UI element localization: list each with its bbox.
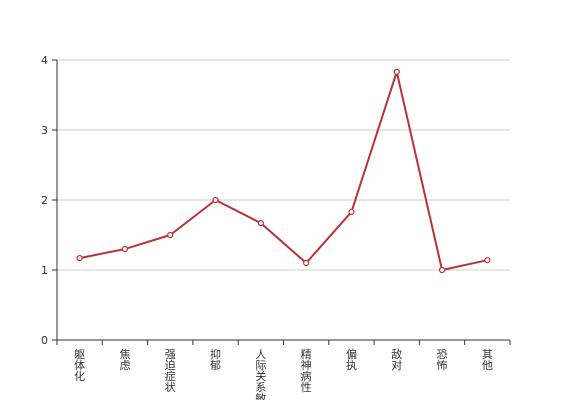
x-tick-label: 偏执: [346, 347, 357, 372]
data-point: [484, 257, 491, 264]
y-tick-label: 3: [41, 124, 48, 137]
series: [76, 68, 491, 274]
data-point: [348, 208, 355, 215]
data-point: [257, 220, 264, 227]
grid-lines: [57, 59, 510, 271]
y-tick-label: 4: [41, 54, 48, 67]
x-tick-label: 强迫症状: [165, 348, 176, 394]
data-point: [303, 259, 310, 267]
x-tick-label: 敌对: [391, 347, 402, 372]
data-point: [167, 231, 174, 239]
y-tick-label: 0: [41, 334, 48, 347]
data-point: [121, 245, 129, 253]
x-tick-label: 焦虑: [119, 348, 130, 372]
x-tick-labels: 躯体化 焦虑 强迫症状 抑郁 人际关系敏感 精神病性 偏执 敌对 恐怖 其他: [74, 347, 493, 400]
x-tick-label: 其他: [482, 348, 493, 372]
y-tick-label: 1: [41, 264, 48, 277]
y-tick-labels: 0 1 2 3 4: [41, 54, 48, 347]
x-tick-label: 精神病性: [301, 348, 312, 394]
x-tick-label: 抑郁: [210, 347, 221, 372]
data-point: [212, 196, 219, 204]
x-tick-label: 人际关系敏感: [255, 348, 266, 400]
x-tick-label: 躯体化: [74, 348, 85, 383]
y-tick-label: 2: [41, 194, 48, 207]
x-tick-label: 恐怖: [437, 348, 448, 372]
data-point: [76, 255, 83, 262]
data-point: [393, 68, 400, 76]
data-point: [438, 266, 446, 274]
series-line: [79, 70, 488, 271]
axes: [52, 59, 511, 345]
